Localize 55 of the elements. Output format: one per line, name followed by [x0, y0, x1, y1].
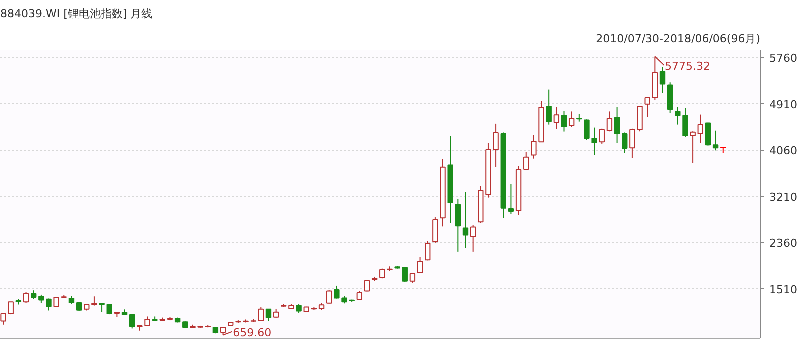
- candlestick: [410, 272, 416, 284]
- candlestick: [129, 314, 136, 330]
- candlestick: [326, 290, 332, 304]
- candlestick: [8, 302, 14, 316]
- candlestick: [455, 198, 462, 252]
- candlestick: [462, 192, 469, 249]
- candlestick: [690, 131, 696, 164]
- y-tick-label: 3210: [770, 190, 798, 204]
- candlestick: [508, 184, 514, 215]
- candlestick: [524, 152, 530, 170]
- candlestick: [266, 308, 272, 322]
- candlestick: [23, 292, 30, 304]
- candlestick: [630, 128, 636, 159]
- candlestick: [54, 297, 60, 308]
- candlestick: [637, 106, 643, 132]
- y-tick-label: 4060: [770, 144, 798, 158]
- candlestick: [682, 108, 688, 138]
- annotation: 659.60: [233, 326, 272, 340]
- candlestick: [599, 128, 605, 144]
- y-tick-label: 1510: [770, 283, 798, 296]
- candlestick: [584, 119, 590, 141]
- candlestick: [417, 256, 424, 274]
- candlestick: [432, 217, 438, 244]
- candlestick: [92, 296, 98, 306]
- candlestick: [425, 240, 431, 262]
- candlestick: [334, 285, 340, 300]
- candlestick: [356, 290, 363, 301]
- candlestick: [380, 268, 386, 280]
- candlestick: [296, 304, 302, 314]
- y-tick-label: 4910: [770, 98, 798, 112]
- candlestick: [568, 111, 575, 128]
- candlestick: [470, 224, 476, 252]
- chart-title: 884039.WI [锂电池指数] 月线: [0, 8, 153, 20]
- candlestick: [493, 123, 499, 168]
- candlestick: [258, 306, 264, 322]
- candlestick: [606, 111, 613, 132]
- candlestick: [614, 106, 620, 144]
- annotation: 5775.32: [665, 60, 711, 73]
- candlestick: [698, 114, 704, 144]
- y-tick-label: 2360: [770, 237, 798, 250]
- chart-subtitle: 2010/07/30-2018/06/06(96月): [596, 32, 761, 46]
- candlestick: [675, 107, 681, 126]
- y-tick-label: 5760: [770, 52, 798, 66]
- candlestick: [402, 266, 408, 283]
- candlestick: [144, 316, 150, 326]
- candlestick: [622, 132, 628, 154]
- candlestick: [712, 130, 719, 152]
- candlestick: [99, 302, 105, 313]
- candlestick: [705, 122, 712, 146]
- candlestick: [554, 107, 560, 130]
- candlestick: [644, 96, 650, 118]
- candlestick: [660, 66, 666, 94]
- candlestick: [546, 89, 552, 126]
- candlestick: [561, 110, 568, 132]
- candlestick: [592, 127, 598, 156]
